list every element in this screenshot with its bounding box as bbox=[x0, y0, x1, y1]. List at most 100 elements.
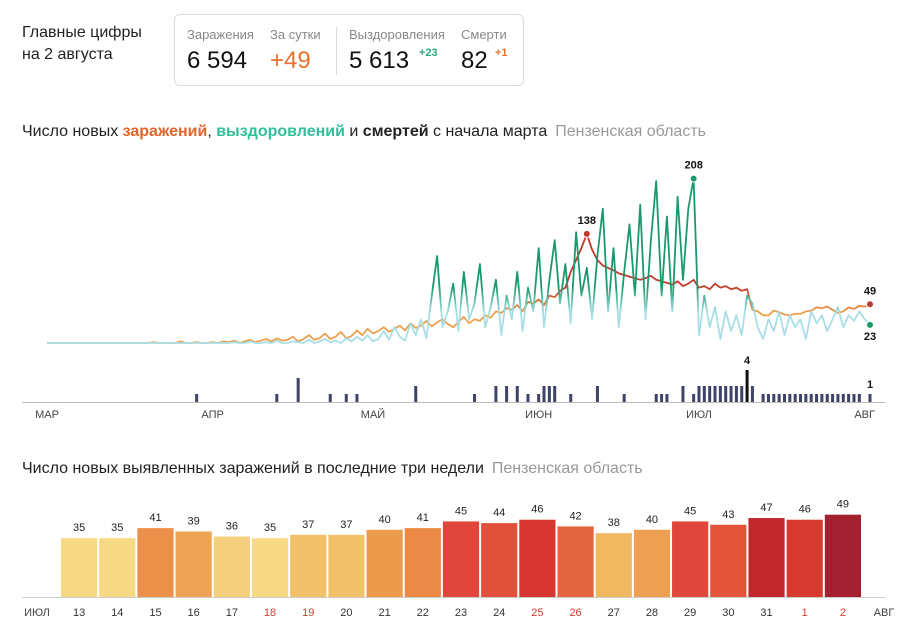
x-tick-label: 14 bbox=[111, 607, 123, 619]
data-label: 49 bbox=[864, 285, 876, 297]
x-tick-label: МАР bbox=[35, 409, 59, 421]
death-bar bbox=[804, 394, 808, 402]
bar bbox=[404, 528, 441, 597]
death-bar bbox=[195, 394, 199, 402]
title-part: с начала марта bbox=[428, 123, 548, 140]
bar bbox=[442, 521, 480, 597]
death-bar bbox=[777, 394, 781, 402]
data-label: 44 bbox=[493, 507, 505, 519]
data-label: 4 bbox=[744, 355, 751, 367]
bar bbox=[213, 536, 250, 597]
data-label: 35 bbox=[264, 522, 276, 534]
data-label: 46 bbox=[799, 504, 811, 516]
chart-title: Число новых выявленных заражений в после… bbox=[22, 460, 643, 478]
death-bar bbox=[793, 394, 797, 402]
bar bbox=[748, 518, 785, 597]
x-tick-label: 29 bbox=[684, 607, 696, 619]
death-bar bbox=[820, 394, 824, 402]
death-bar bbox=[526, 394, 530, 402]
death-bar bbox=[708, 386, 712, 402]
death-bar bbox=[654, 394, 658, 402]
bar bbox=[290, 534, 327, 597]
x-tick-label: 15 bbox=[149, 607, 161, 619]
death-bar bbox=[553, 386, 557, 402]
death-bar bbox=[831, 394, 835, 402]
death-bar bbox=[355, 394, 359, 402]
x-tick-label: 27 bbox=[608, 607, 620, 619]
death-bar bbox=[697, 386, 701, 402]
data-label: 49 bbox=[837, 499, 849, 511]
x-tick-label: 23 bbox=[455, 607, 467, 619]
data-label: 40 bbox=[646, 514, 658, 526]
title-part: и bbox=[344, 123, 363, 140]
bar bbox=[633, 529, 671, 597]
data-label: 47 bbox=[760, 502, 772, 514]
data-label: 35 bbox=[111, 522, 123, 534]
death-bar bbox=[344, 394, 348, 402]
death-bar bbox=[809, 394, 813, 402]
death-bar bbox=[681, 386, 685, 402]
stat-label: Выздоровления bbox=[349, 27, 445, 42]
header-title: на 2 августа bbox=[22, 46, 113, 63]
death-bar bbox=[825, 394, 829, 402]
x-tick-label: 20 bbox=[340, 607, 352, 619]
series-line bbox=[47, 233, 871, 344]
stat-value: +49 bbox=[270, 47, 311, 74]
stat-value: 5 613 bbox=[349, 47, 410, 74]
death-bar bbox=[718, 386, 722, 402]
x-edge-label: АВГ bbox=[874, 607, 895, 619]
stat-delta: +23 bbox=[419, 47, 438, 59]
last-dot bbox=[866, 300, 874, 309]
data-label: 1 bbox=[867, 379, 873, 391]
chart-title: Число новых заражений, выздоровлений и с… bbox=[22, 123, 706, 141]
data-label: 138 bbox=[578, 215, 596, 227]
x-tick-label: 2 bbox=[840, 607, 846, 619]
death-bar bbox=[724, 386, 728, 402]
x-tick-label: АВГ bbox=[854, 409, 875, 421]
death-bar bbox=[766, 394, 770, 402]
data-label: 45 bbox=[455, 505, 467, 517]
data-label: 38 bbox=[608, 517, 620, 529]
title-part: выздоровлений bbox=[216, 123, 345, 140]
death-bar bbox=[515, 386, 519, 402]
x-tick-label: 25 bbox=[531, 607, 543, 619]
data-label: 23 bbox=[864, 331, 876, 343]
data-label: 41 bbox=[417, 512, 429, 524]
bar bbox=[557, 526, 594, 597]
x-tick-label: 16 bbox=[188, 607, 200, 619]
bar bbox=[519, 519, 556, 597]
bar bbox=[366, 529, 403, 597]
bar bbox=[61, 538, 98, 597]
divider bbox=[336, 27, 337, 75]
death-bar bbox=[494, 386, 498, 402]
death-bar bbox=[547, 386, 551, 402]
bar bbox=[328, 534, 365, 597]
stat-label: Смерти bbox=[461, 27, 507, 42]
peak-dot bbox=[582, 229, 591, 238]
bar bbox=[137, 528, 174, 597]
death-bar bbox=[328, 394, 332, 402]
death-bar bbox=[505, 386, 509, 402]
death-bar bbox=[852, 394, 856, 402]
data-label: 43 bbox=[722, 509, 734, 521]
title-text: Число новых выявленных заражений в после… bbox=[22, 460, 484, 477]
bar bbox=[710, 524, 747, 597]
x-edge-label: ИЮЛ bbox=[24, 607, 50, 619]
death-bar bbox=[782, 394, 786, 402]
x-tick-label: МАЙ bbox=[361, 408, 385, 421]
data-label: 46 bbox=[531, 504, 543, 516]
title-part: смертей bbox=[362, 123, 429, 140]
death-bar bbox=[772, 394, 776, 402]
bar bbox=[481, 523, 518, 597]
bar bbox=[251, 538, 289, 597]
last-dot bbox=[866, 320, 874, 329]
stat-value: 82 bbox=[461, 47, 488, 74]
data-label: 37 bbox=[302, 519, 314, 531]
data-label: 41 bbox=[149, 512, 161, 524]
death-bar bbox=[702, 386, 706, 402]
x-tick-label: 31 bbox=[760, 607, 772, 619]
peak-dot bbox=[689, 174, 698, 183]
x-tick-label: 26 bbox=[569, 607, 581, 619]
title-part: заражений bbox=[122, 123, 208, 140]
data-label: 37 bbox=[340, 519, 352, 531]
